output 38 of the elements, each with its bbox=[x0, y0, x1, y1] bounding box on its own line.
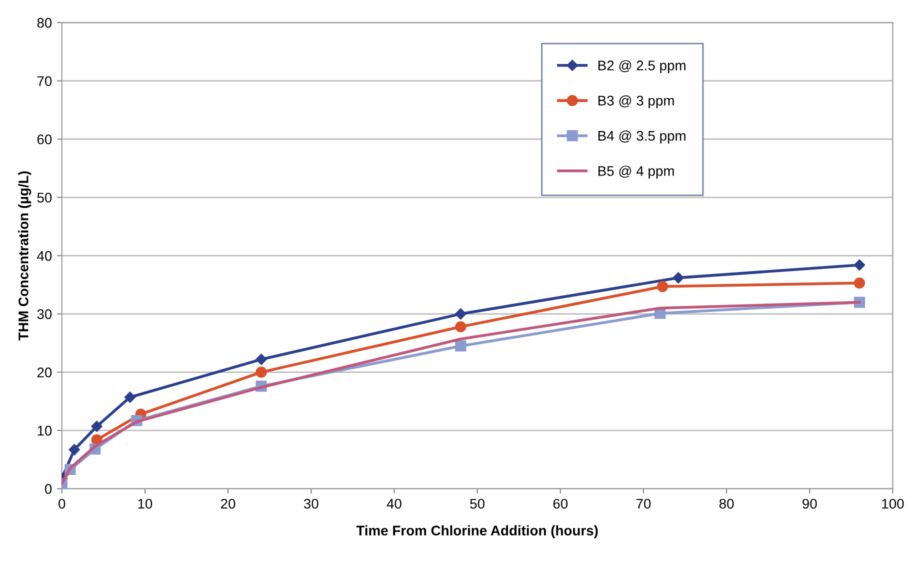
point bbox=[455, 340, 466, 352]
y-tick-label: 50 bbox=[37, 192, 52, 203]
x-tick-label: 50 bbox=[470, 498, 484, 509]
point bbox=[455, 308, 466, 320]
y-tick-label: 10 bbox=[38, 426, 52, 436]
legend-label: B5 @ 4 ppm bbox=[598, 166, 674, 179]
x-tick-label: 40 bbox=[386, 498, 402, 509]
y-tick-label: 30 bbox=[37, 309, 52, 320]
point bbox=[256, 354, 267, 365]
x-tick-label: 80 bbox=[719, 498, 734, 509]
legend-label: B4 @ 3.5 ppm bbox=[598, 130, 686, 144]
x-tick-label: 20 bbox=[221, 498, 236, 509]
point bbox=[854, 277, 866, 289]
x-tick-label: 70 bbox=[636, 498, 651, 509]
y-axis-title: THM Concentration (µg/L) bbox=[18, 171, 32, 341]
y-tick-label: 0 bbox=[44, 484, 52, 494]
point bbox=[256, 366, 267, 378]
y-tick-label: 70 bbox=[37, 76, 52, 86]
y-tick-label: 60 bbox=[37, 134, 52, 144]
x-tick-label: 30 bbox=[304, 498, 318, 509]
x-tick-label: 0 bbox=[58, 498, 66, 509]
y-tick-label: 40 bbox=[37, 250, 52, 261]
x-tick-label: 10 bbox=[138, 498, 152, 509]
point bbox=[672, 272, 684, 284]
x-tick-label: 90 bbox=[802, 498, 817, 509]
legend-label: B2 @ 2.5 ppm bbox=[598, 60, 686, 74]
legend-label: B3 @ 3 ppm bbox=[598, 95, 674, 108]
y-tick-label: 80 bbox=[37, 18, 52, 28]
point bbox=[455, 321, 466, 332]
point bbox=[854, 259, 866, 271]
y-tick-label: 20 bbox=[37, 368, 52, 378]
point bbox=[68, 444, 80, 456]
point bbox=[91, 420, 102, 432]
x-axis-title: Time From Chlorine Addition (hours) bbox=[356, 525, 598, 538]
point bbox=[657, 280, 668, 292]
point bbox=[124, 392, 136, 403]
x-tick-label: 100 bbox=[882, 498, 904, 509]
x-tick-label: 60 bbox=[553, 498, 568, 509]
